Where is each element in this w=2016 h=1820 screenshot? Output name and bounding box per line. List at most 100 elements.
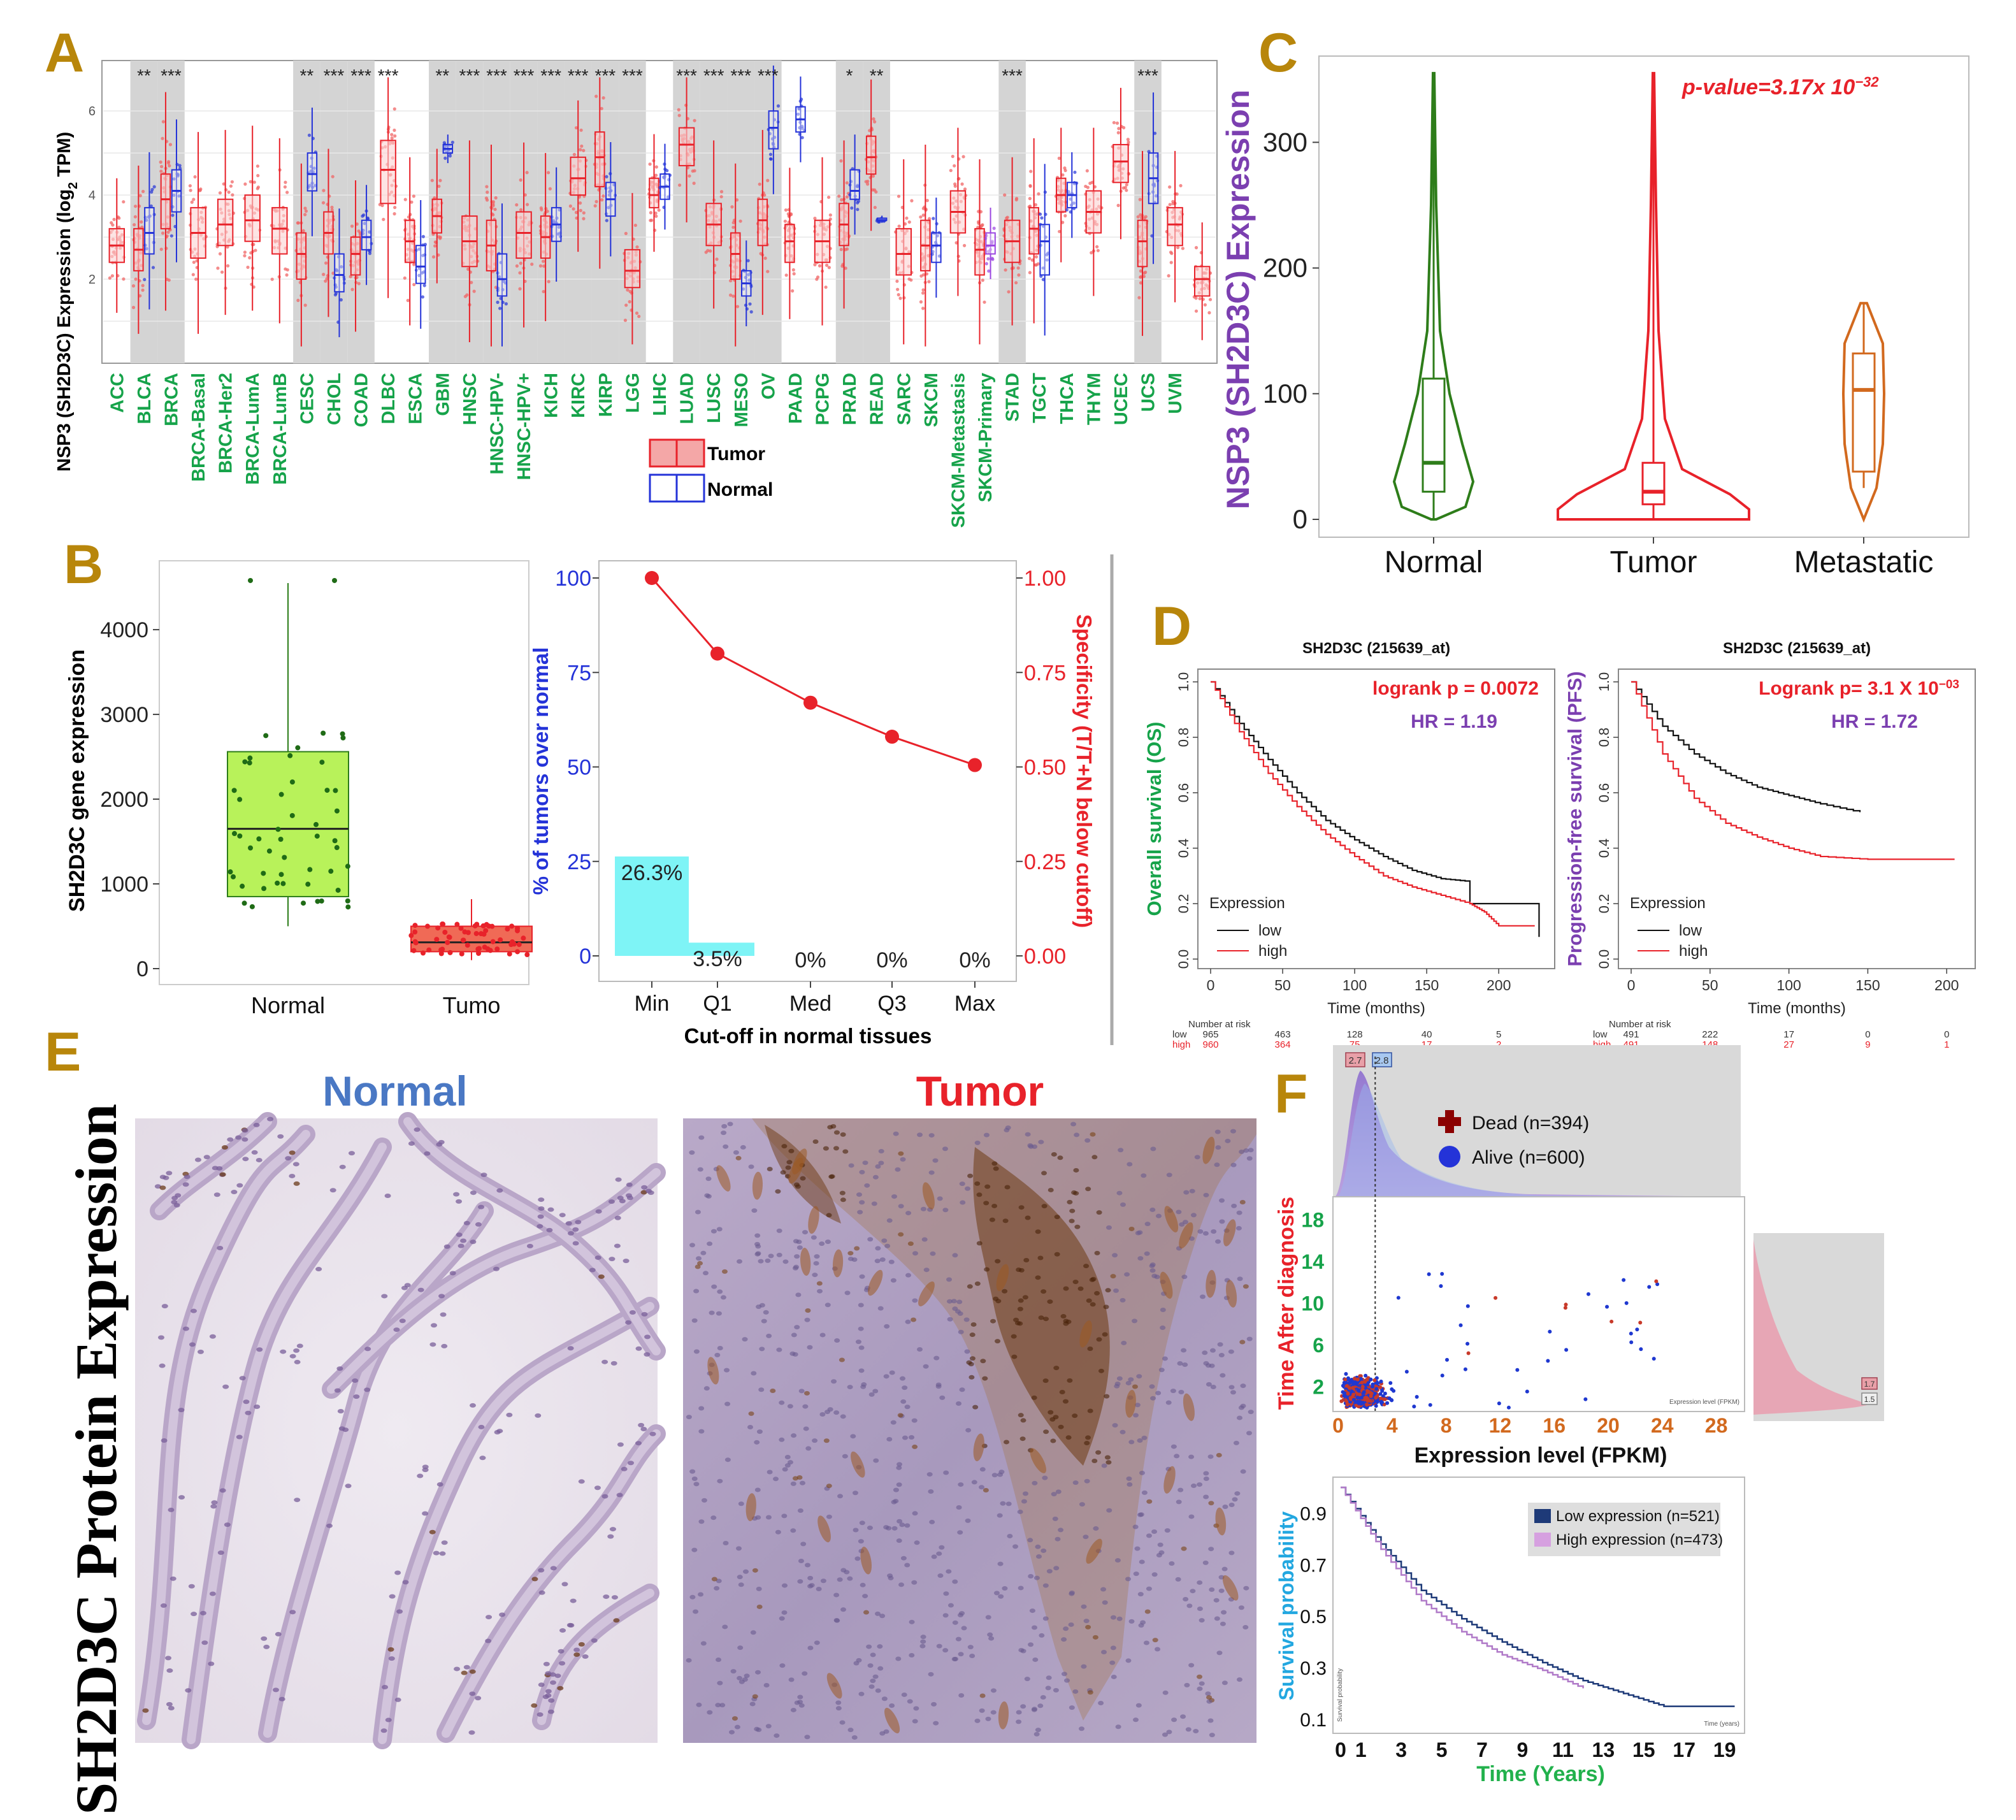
risk-low-value: 40: [1422, 1029, 1432, 1040]
nucleus: [731, 1716, 738, 1721]
km-x-tick-label: 0: [1627, 977, 1636, 993]
nucleus: [967, 1173, 974, 1178]
nucleus: [159, 1363, 166, 1368]
nucleus: [990, 1688, 997, 1693]
nucleus: [559, 1213, 566, 1218]
tumor-point: [954, 241, 958, 245]
nucleus: [766, 1333, 772, 1338]
nucleus: [619, 1199, 626, 1204]
panel-b-left-ylabel: SH2D3C gene expression: [65, 649, 89, 912]
significance-mark: ***: [540, 66, 561, 85]
nucleus: [1048, 1187, 1054, 1192]
nucleus: [895, 1167, 901, 1172]
sample-point: [445, 939, 450, 945]
tumor-point: [1139, 275, 1142, 279]
normal-point: [987, 269, 991, 273]
cutoff-low-value: 2.7: [1349, 1055, 1362, 1066]
nucleus: [1140, 1620, 1146, 1625]
sample-point: [1622, 1278, 1626, 1282]
panel-e-tumor-title: Tumor: [916, 1067, 1044, 1115]
tumor-point: [392, 107, 396, 111]
nucleus: [538, 1197, 545, 1202]
nucleus: [1002, 1218, 1009, 1224]
tumor-point: [649, 211, 653, 215]
nucleus: [958, 1652, 964, 1657]
nucleus: [740, 1145, 746, 1150]
nucleus: [1206, 1382, 1212, 1387]
nucleus: [449, 1271, 456, 1276]
sample-point: [1548, 1329, 1552, 1334]
sample-point: [1343, 1377, 1348, 1382]
sample-point: [282, 855, 287, 860]
violin-box: [1422, 377, 1446, 493]
risk-high-value: 9: [1865, 1039, 1870, 1050]
km-x-tick-label: 150: [1855, 977, 1880, 993]
nucleus: [859, 1169, 865, 1174]
tumor-point: [927, 217, 932, 220]
nucleus: [705, 1194, 712, 1199]
nucleus: [979, 1708, 985, 1713]
tumor-point: [909, 278, 913, 282]
tumor-point: [227, 191, 231, 194]
tumor-point: [382, 217, 385, 221]
stained-cell: [998, 1701, 1009, 1730]
nucleus: [190, 1308, 197, 1313]
nucleus: [855, 1340, 861, 1345]
km-xlabel: Time (months): [1748, 1000, 1846, 1017]
normal-point: [768, 152, 773, 156]
nucleus: [1143, 1640, 1149, 1645]
tumor-point: [433, 244, 437, 248]
nucleus: [594, 1485, 601, 1491]
tumor-point: [403, 276, 407, 280]
nucleus: [641, 1311, 648, 1317]
nucleus: [959, 1181, 965, 1187]
nucleus: [1141, 1435, 1148, 1440]
sample-point: [1465, 1304, 1470, 1308]
tumor-point: [111, 223, 115, 227]
sample-point: [266, 848, 272, 854]
normal-point: [605, 175, 608, 178]
y-tick-label: 0: [1293, 504, 1307, 534]
nucleus: [1069, 1705, 1075, 1710]
tumor-point: [538, 264, 543, 268]
sample-point: [1378, 1392, 1383, 1396]
nucleus: [893, 1499, 899, 1504]
nucleus: [1035, 1544, 1041, 1549]
nucleus: [696, 1256, 702, 1261]
sample-point: [1352, 1376, 1357, 1381]
tumor-point: [896, 194, 901, 198]
nucleus: [1035, 1275, 1041, 1280]
nucleus: [1137, 1230, 1143, 1235]
nucleus: [1052, 1516, 1058, 1521]
sample-point: [1341, 1383, 1345, 1388]
nucleus: [856, 1192, 863, 1197]
nucleus: [854, 1556, 861, 1561]
nucleus: [352, 1378, 359, 1383]
nucleus: [802, 1671, 808, 1676]
nucleus: [840, 1132, 846, 1137]
stained-cell: [1125, 1389, 1136, 1418]
tumor-point: [167, 278, 171, 282]
tumor-box: [244, 194, 261, 242]
nucleus: [864, 1183, 870, 1188]
tumor-point: [1037, 192, 1040, 196]
nucleus: [752, 1568, 758, 1573]
nucleus: [911, 1317, 917, 1322]
nucleus: [1053, 1687, 1059, 1693]
nucleus: [166, 1701, 173, 1707]
tumor-point: [730, 205, 734, 209]
y-tick-label: 1000: [100, 872, 148, 897]
tumor-box: [678, 127, 695, 166]
nucleus: [717, 1478, 723, 1484]
tumor-point: [283, 185, 287, 189]
nucleus: [1200, 1294, 1206, 1299]
tumor-point: [837, 194, 841, 198]
km-x-tick-label: 50: [1702, 977, 1718, 993]
left-tick-label: 0: [579, 944, 591, 969]
sample-point: [261, 886, 267, 892]
nucleus: [958, 1329, 964, 1334]
nucleus: [1197, 1607, 1203, 1612]
nucleus: [389, 1594, 396, 1599]
nucleus: [1174, 1454, 1180, 1459]
nucleus: [1055, 1536, 1061, 1542]
